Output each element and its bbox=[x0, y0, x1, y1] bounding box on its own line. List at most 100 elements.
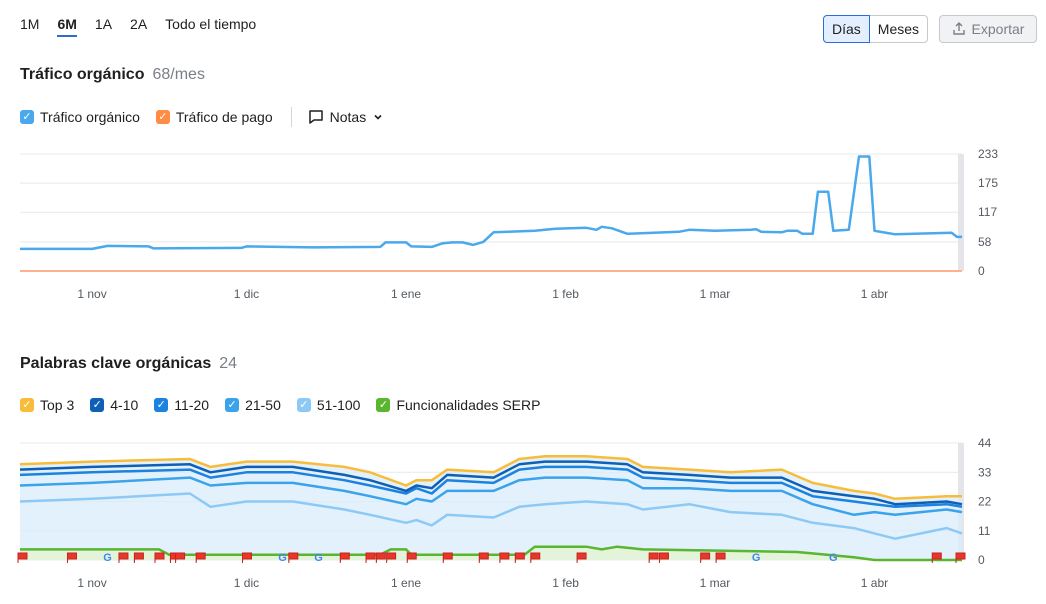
x-tick-label: 1 dic bbox=[234, 576, 259, 590]
flag-icon bbox=[175, 552, 186, 563]
y-tick-label: 0 bbox=[978, 553, 985, 567]
checkbox-icon: ✓ bbox=[154, 398, 169, 412]
x-tick-label: 1 ene bbox=[391, 576, 421, 590]
legend-serp-features[interactable]: ✓ Funcionalidades SERP bbox=[376, 397, 540, 413]
y-tick-label: 0 bbox=[978, 264, 985, 278]
checkbox-icon: ✓ bbox=[90, 398, 105, 412]
flag-icon bbox=[442, 552, 453, 563]
series-11-20-line bbox=[19, 465, 963, 509]
flag-icon bbox=[530, 552, 541, 563]
flag-icon bbox=[700, 552, 711, 563]
legend-21-50[interactable]: ✓ 21-50 bbox=[225, 397, 281, 413]
comment-icon bbox=[308, 110, 323, 124]
notes-dropdown[interactable]: Notas bbox=[308, 109, 385, 125]
flag-icon bbox=[118, 552, 129, 563]
flag-icon bbox=[386, 552, 397, 563]
y-tick-label: 44 bbox=[978, 436, 992, 450]
flag-icon bbox=[17, 552, 28, 563]
flag-icon bbox=[648, 552, 659, 563]
checkbox-icon: ✓ bbox=[225, 398, 240, 412]
granularity-toggle: Días Meses bbox=[823, 15, 929, 43]
x-tick-label: 1 nov bbox=[77, 576, 106, 590]
flag-icon bbox=[658, 552, 669, 563]
x-tick-label: 1 feb bbox=[552, 287, 579, 301]
google-icon: G bbox=[278, 552, 287, 564]
notes-label: Notas bbox=[329, 109, 367, 125]
google-icon: G bbox=[103, 552, 112, 564]
flag-icon bbox=[715, 552, 726, 563]
period-selector: 1M 6M 1A 2A Todo el tiempo bbox=[20, 16, 256, 37]
legend-51-100[interactable]: ✓ 51-100 bbox=[296, 397, 361, 413]
period-1m[interactable]: 1M bbox=[20, 16, 40, 32]
period-2a[interactable]: 2A bbox=[130, 16, 148, 32]
legend-top3[interactable]: ✓ Top 3 bbox=[20, 397, 74, 413]
google-icon: G bbox=[752, 552, 761, 564]
flag-icon bbox=[66, 552, 77, 563]
export-label: Exportar bbox=[971, 21, 1025, 37]
legend-divider bbox=[290, 107, 292, 127]
period-all[interactable]: Todo el tiempo bbox=[165, 16, 257, 32]
months-button[interactable]: Meses bbox=[869, 15, 929, 43]
series-21-50-line bbox=[19, 476, 963, 517]
organic-legend: ✓ Tráfico orgánico ✓ Tráfico de pago Not… bbox=[20, 107, 384, 127]
y-tick-label: 58 bbox=[978, 235, 992, 249]
legend-label: Funcionalidades SERP bbox=[396, 397, 541, 413]
organic-traffic-chart: 0 58 117 175 233 1 nov 1 dic 1 ene 1 feb 1 mar 1 a… bbox=[20, 147, 998, 301]
scroll-strip bbox=[958, 154, 964, 271]
organic-traffic-heading: Tráfico orgánico bbox=[20, 66, 145, 83]
x-tick-label: 1 mar bbox=[700, 576, 731, 590]
organic-traffic-title: Tráfico orgánico 68/mes bbox=[20, 66, 205, 84]
checkbox-icon: ✓ bbox=[20, 110, 34, 124]
x-tick-label: 1 mar bbox=[700, 287, 731, 301]
x-tick-label: 1 abr bbox=[861, 287, 888, 301]
flag-icon bbox=[931, 552, 942, 563]
organic-traffic-value: 68/mes bbox=[152, 66, 205, 83]
y-tick-label: 11 bbox=[978, 524, 991, 538]
flag-icon bbox=[288, 552, 299, 563]
x-tick-label: 1 dic bbox=[234, 287, 259, 301]
checkbox-icon: ✓ bbox=[20, 398, 34, 412]
y-tick-label: 33 bbox=[978, 465, 992, 479]
organic-keywords-chart: 0 11 22 33 44 1 nov 1 dic 1 ene 1 feb 1 mar 1 abr G… bbox=[17, 436, 992, 590]
export-icon bbox=[952, 22, 965, 35]
organic-traffic-line bbox=[20, 155, 962, 251]
google-icon: G bbox=[829, 552, 838, 564]
organic-keywords-heading: Palabras clave orgánicas bbox=[20, 355, 212, 372]
series-serp-line bbox=[20, 545, 962, 562]
flag-icon bbox=[154, 552, 165, 563]
x-tick-label: 1 feb bbox=[552, 576, 579, 590]
series-51-100-line bbox=[19, 492, 963, 540]
x-tick-label: 1 ene bbox=[391, 287, 421, 301]
flag-icon bbox=[241, 552, 252, 563]
serp-area bbox=[20, 546, 962, 560]
legend-label: Top 3 bbox=[40, 397, 75, 413]
chevron-down-icon bbox=[374, 114, 382, 120]
checkbox-icon: ✓ bbox=[296, 398, 311, 412]
legend-label: 21-50 bbox=[245, 397, 281, 413]
legend-organic-traffic[interactable]: ✓ Tráfico orgánico bbox=[20, 109, 140, 125]
legend-paid-traffic[interactable]: ✓ Tráfico de pago bbox=[155, 109, 273, 125]
y-tick-label: 175 bbox=[978, 176, 998, 190]
export-button[interactable]: Exportar bbox=[939, 15, 1037, 43]
flag-icon bbox=[195, 552, 206, 563]
series-4-10-line bbox=[19, 460, 963, 506]
period-6m[interactable]: 6M bbox=[57, 16, 77, 37]
legend-label: Tráfico orgánico bbox=[40, 109, 140, 125]
google-icon: G bbox=[314, 552, 323, 564]
legend-label: 11-20 bbox=[174, 397, 210, 413]
legend-11-20[interactable]: ✓ 11-20 bbox=[154, 397, 209, 413]
checkbox-icon: ✓ bbox=[376, 398, 391, 412]
period-1a[interactable]: 1A bbox=[94, 16, 113, 32]
legend-label: 51-100 bbox=[316, 397, 361, 413]
flag-icon bbox=[955, 552, 966, 563]
y-tick-label: 233 bbox=[978, 147, 998, 161]
days-button[interactable]: Días bbox=[823, 15, 870, 43]
legend-4-10[interactable]: ✓ 4-10 bbox=[90, 397, 138, 413]
series-top3-line bbox=[19, 455, 962, 501]
y-tick-label: 22 bbox=[978, 495, 992, 509]
flag-icon bbox=[499, 552, 510, 563]
y-tick-label: 117 bbox=[978, 205, 997, 219]
x-tick-label: 1 abr bbox=[861, 576, 888, 590]
organic-keywords-value: 24 bbox=[219, 355, 238, 372]
checkbox-icon: ✓ bbox=[155, 110, 170, 124]
